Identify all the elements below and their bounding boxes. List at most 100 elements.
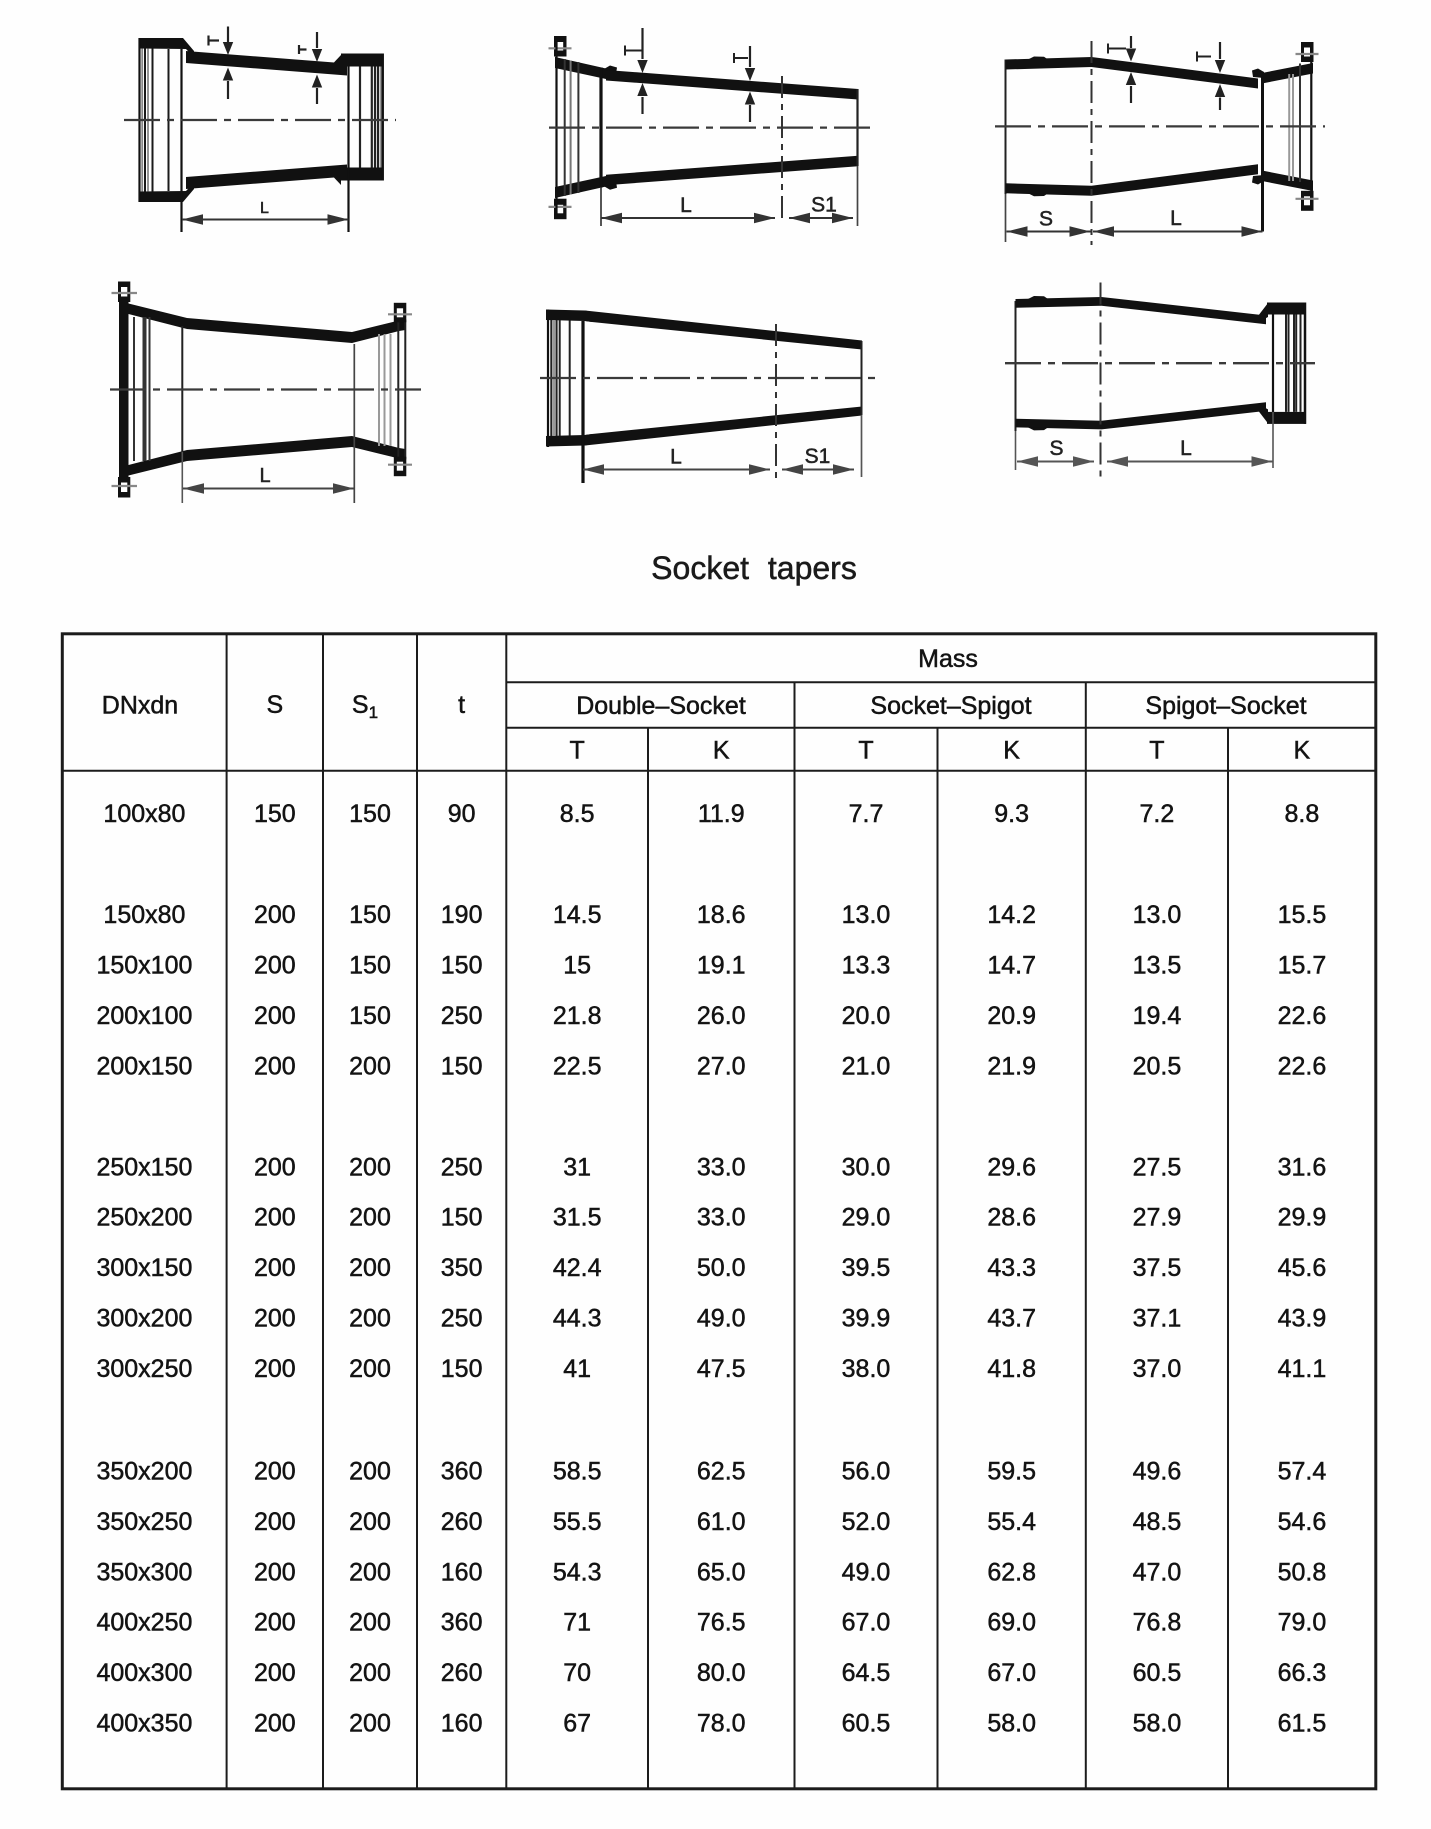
svg-text:21.9: 21.9: [987, 1052, 1036, 1080]
svg-text:S1: S1: [352, 691, 378, 722]
svg-text:Socket–Spigot: Socket–Spigot: [870, 692, 1031, 720]
svg-text:400x300: 400x300: [96, 1659, 192, 1687]
svg-text:L: L: [1180, 437, 1192, 460]
svg-text:48.5: 48.5: [1133, 1508, 1182, 1536]
svg-text:190: 190: [441, 901, 483, 929]
svg-text:50.8: 50.8: [1278, 1558, 1327, 1586]
svg-text:90: 90: [448, 800, 476, 828]
svg-text:100x80: 100x80: [103, 800, 185, 828]
svg-text:150: 150: [441, 1355, 483, 1383]
svg-text:54.3: 54.3: [553, 1558, 602, 1586]
svg-text:67: 67: [563, 1710, 591, 1738]
svg-text:150: 150: [349, 1002, 391, 1030]
svg-text:200: 200: [254, 1153, 296, 1181]
svg-text:41.8: 41.8: [987, 1355, 1036, 1383]
svg-text:350x250: 350x250: [96, 1508, 192, 1536]
svg-text:31: 31: [563, 1153, 591, 1181]
svg-text:150: 150: [349, 901, 391, 929]
svg-text:K: K: [713, 737, 730, 765]
svg-text:350x300: 350x300: [96, 1558, 192, 1586]
svg-text:62.5: 62.5: [697, 1457, 746, 1485]
svg-text:70: 70: [563, 1659, 591, 1687]
svg-text:52.0: 52.0: [842, 1508, 891, 1536]
svg-text:33.0: 33.0: [697, 1204, 746, 1232]
svg-text:19.4: 19.4: [1133, 1002, 1182, 1030]
svg-text:47.5: 47.5: [697, 1355, 746, 1383]
svg-text:S: S: [266, 691, 283, 719]
svg-text:9.3: 9.3: [994, 800, 1029, 828]
svg-text:31.5: 31.5: [553, 1204, 602, 1232]
svg-text:360: 360: [441, 1457, 483, 1485]
svg-text:27.0: 27.0: [697, 1052, 746, 1080]
svg-text:31.6: 31.6: [1278, 1153, 1327, 1181]
svg-text:200: 200: [349, 1659, 391, 1687]
svg-text:43.3: 43.3: [987, 1254, 1036, 1282]
svg-text:300x150: 300x150: [96, 1254, 192, 1282]
svg-text:58.5: 58.5: [553, 1457, 602, 1485]
svg-text:L: L: [259, 465, 270, 487]
svg-text:29.0: 29.0: [842, 1204, 891, 1232]
svg-text:300x200: 300x200: [96, 1305, 192, 1333]
svg-text:55.5: 55.5: [553, 1508, 602, 1536]
svg-text:350: 350: [441, 1254, 483, 1282]
svg-text:33.0: 33.0: [697, 1153, 746, 1181]
svg-text:200: 200: [254, 1457, 296, 1485]
svg-text:80.0: 80.0: [697, 1659, 746, 1687]
svg-text:T: T: [858, 737, 873, 765]
svg-text:14.2: 14.2: [987, 901, 1036, 929]
svg-text:21.0: 21.0: [842, 1052, 891, 1080]
svg-text:160: 160: [441, 1710, 483, 1738]
svg-text:250: 250: [441, 1305, 483, 1333]
svg-text:60.5: 60.5: [842, 1710, 891, 1738]
svg-text:8.5: 8.5: [560, 800, 595, 828]
svg-text:37.5: 37.5: [1133, 1254, 1182, 1282]
svg-text:K: K: [1003, 737, 1020, 765]
svg-text:200: 200: [349, 1052, 391, 1080]
svg-text:39.5: 39.5: [842, 1254, 891, 1282]
svg-text:67.0: 67.0: [842, 1609, 891, 1637]
svg-text:29.6: 29.6: [987, 1153, 1036, 1181]
svg-text:19.1: 19.1: [697, 952, 746, 980]
svg-text:38.0: 38.0: [842, 1355, 891, 1383]
svg-text:54.6: 54.6: [1278, 1508, 1327, 1536]
svg-text:20.5: 20.5: [1133, 1052, 1182, 1080]
svg-text:56.0: 56.0: [842, 1457, 891, 1485]
svg-text:50.0: 50.0: [697, 1254, 746, 1282]
svg-text:200x150: 200x150: [96, 1052, 192, 1080]
svg-text:76.8: 76.8: [1133, 1609, 1182, 1637]
svg-text:260: 260: [441, 1508, 483, 1536]
svg-text:41: 41: [563, 1355, 591, 1383]
svg-text:K: K: [1294, 737, 1311, 765]
svg-text:200: 200: [254, 1204, 296, 1232]
svg-text:61.0: 61.0: [697, 1508, 746, 1536]
svg-text:L: L: [670, 446, 682, 469]
svg-text:30.0: 30.0: [842, 1153, 891, 1181]
svg-text:22.5: 22.5: [553, 1052, 602, 1080]
svg-text:13.5: 13.5: [1133, 952, 1182, 980]
svg-text:200: 200: [254, 1558, 296, 1586]
svg-text:13.3: 13.3: [842, 952, 891, 980]
svg-text:15.7: 15.7: [1278, 952, 1327, 980]
svg-text:200: 200: [254, 1609, 296, 1637]
svg-text:L: L: [1170, 207, 1182, 230]
svg-text:61.5: 61.5: [1278, 1710, 1327, 1738]
svg-text:200: 200: [349, 1609, 391, 1637]
svg-text:200: 200: [349, 1457, 391, 1485]
svg-text:S: S: [1049, 437, 1063, 460]
svg-text:76.5: 76.5: [697, 1609, 746, 1637]
svg-text:55.4: 55.4: [987, 1508, 1036, 1536]
svg-text:13.0: 13.0: [842, 901, 891, 929]
svg-text:L: L: [680, 194, 692, 217]
svg-text:22.6: 22.6: [1278, 1002, 1327, 1030]
svg-text:200: 200: [254, 1508, 296, 1536]
svg-text:42.4: 42.4: [553, 1254, 602, 1282]
svg-text:360: 360: [441, 1609, 483, 1637]
svg-text:65.0: 65.0: [697, 1558, 746, 1586]
svg-text:400x350: 400x350: [96, 1710, 192, 1738]
svg-text:39.9: 39.9: [842, 1305, 891, 1333]
svg-text:160: 160: [441, 1558, 483, 1586]
svg-text:150x100: 150x100: [96, 952, 192, 980]
svg-text:58.0: 58.0: [1133, 1710, 1182, 1738]
svg-text:14.7: 14.7: [987, 952, 1036, 980]
svg-text:200: 200: [254, 901, 296, 929]
